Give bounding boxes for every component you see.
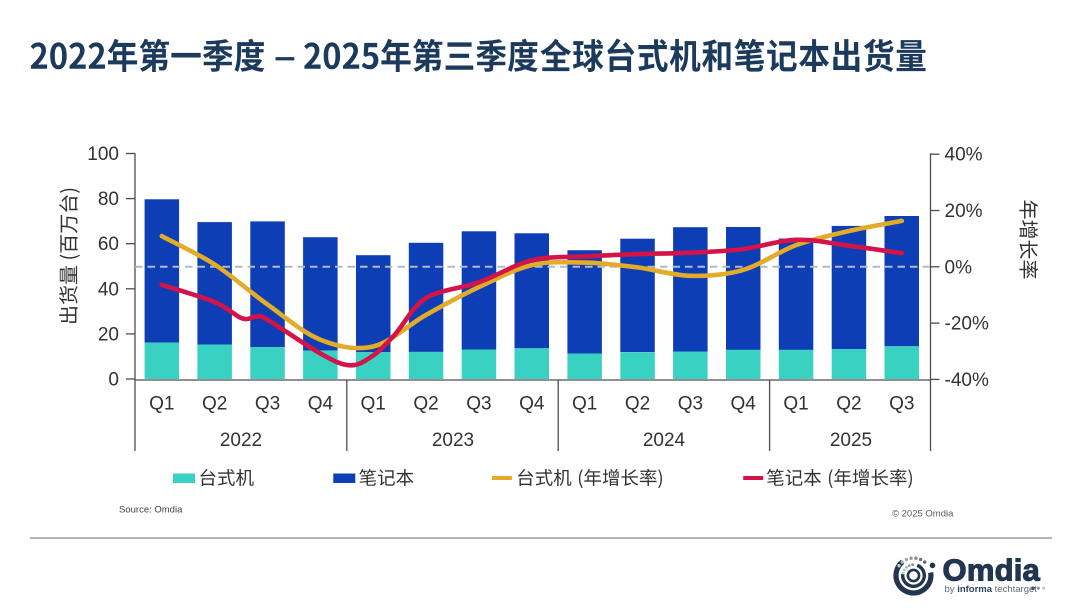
svg-text:-20%: -20% [945,314,989,335]
svg-text:0%: 0% [945,257,973,278]
svg-text:-40%: -40% [945,370,989,391]
svg-text:0: 0 [108,370,119,391]
svg-text:Q2: Q2 [202,394,227,415]
svg-text:Q4: Q4 [308,394,334,415]
svg-text:Q2: Q2 [413,394,438,415]
svg-text:60: 60 [98,234,119,255]
svg-text:Q4: Q4 [731,394,757,415]
svg-text:Q3: Q3 [889,394,914,415]
svg-text:Q1: Q1 [572,394,597,415]
svg-text:Q1: Q1 [361,394,386,415]
svg-text:© 2025 Omdia: © 2025 Omdia [892,509,954,520]
svg-text:2023: 2023 [432,430,474,451]
svg-text:2022: 2022 [220,430,262,451]
svg-text:20%: 20% [945,201,983,222]
svg-text:40%: 40% [945,145,983,166]
svg-text:Q2: Q2 [625,394,650,415]
svg-text:100: 100 [87,144,119,165]
svg-text:2025: 2025 [830,430,872,451]
svg-text:Q4: Q4 [519,394,545,415]
svg-text:Q3: Q3 [466,394,491,415]
svg-text:Q1: Q1 [149,394,174,415]
svg-text:40: 40 [98,279,119,300]
svg-text:Q3: Q3 [255,394,280,415]
svg-text:80: 80 [98,189,119,210]
svg-text:2024: 2024 [643,430,686,451]
svg-text:Source: Omdia: Source: Omdia [119,505,183,516]
svg-text:Omdia: Omdia [943,553,1041,588]
svg-text:by informa techtarget: by informa techtarget [945,584,1038,595]
svg-text:Q2: Q2 [836,394,861,415]
svg-text:Q3: Q3 [678,394,703,415]
svg-text:Q1: Q1 [783,394,808,415]
svg-text:20: 20 [98,324,119,345]
